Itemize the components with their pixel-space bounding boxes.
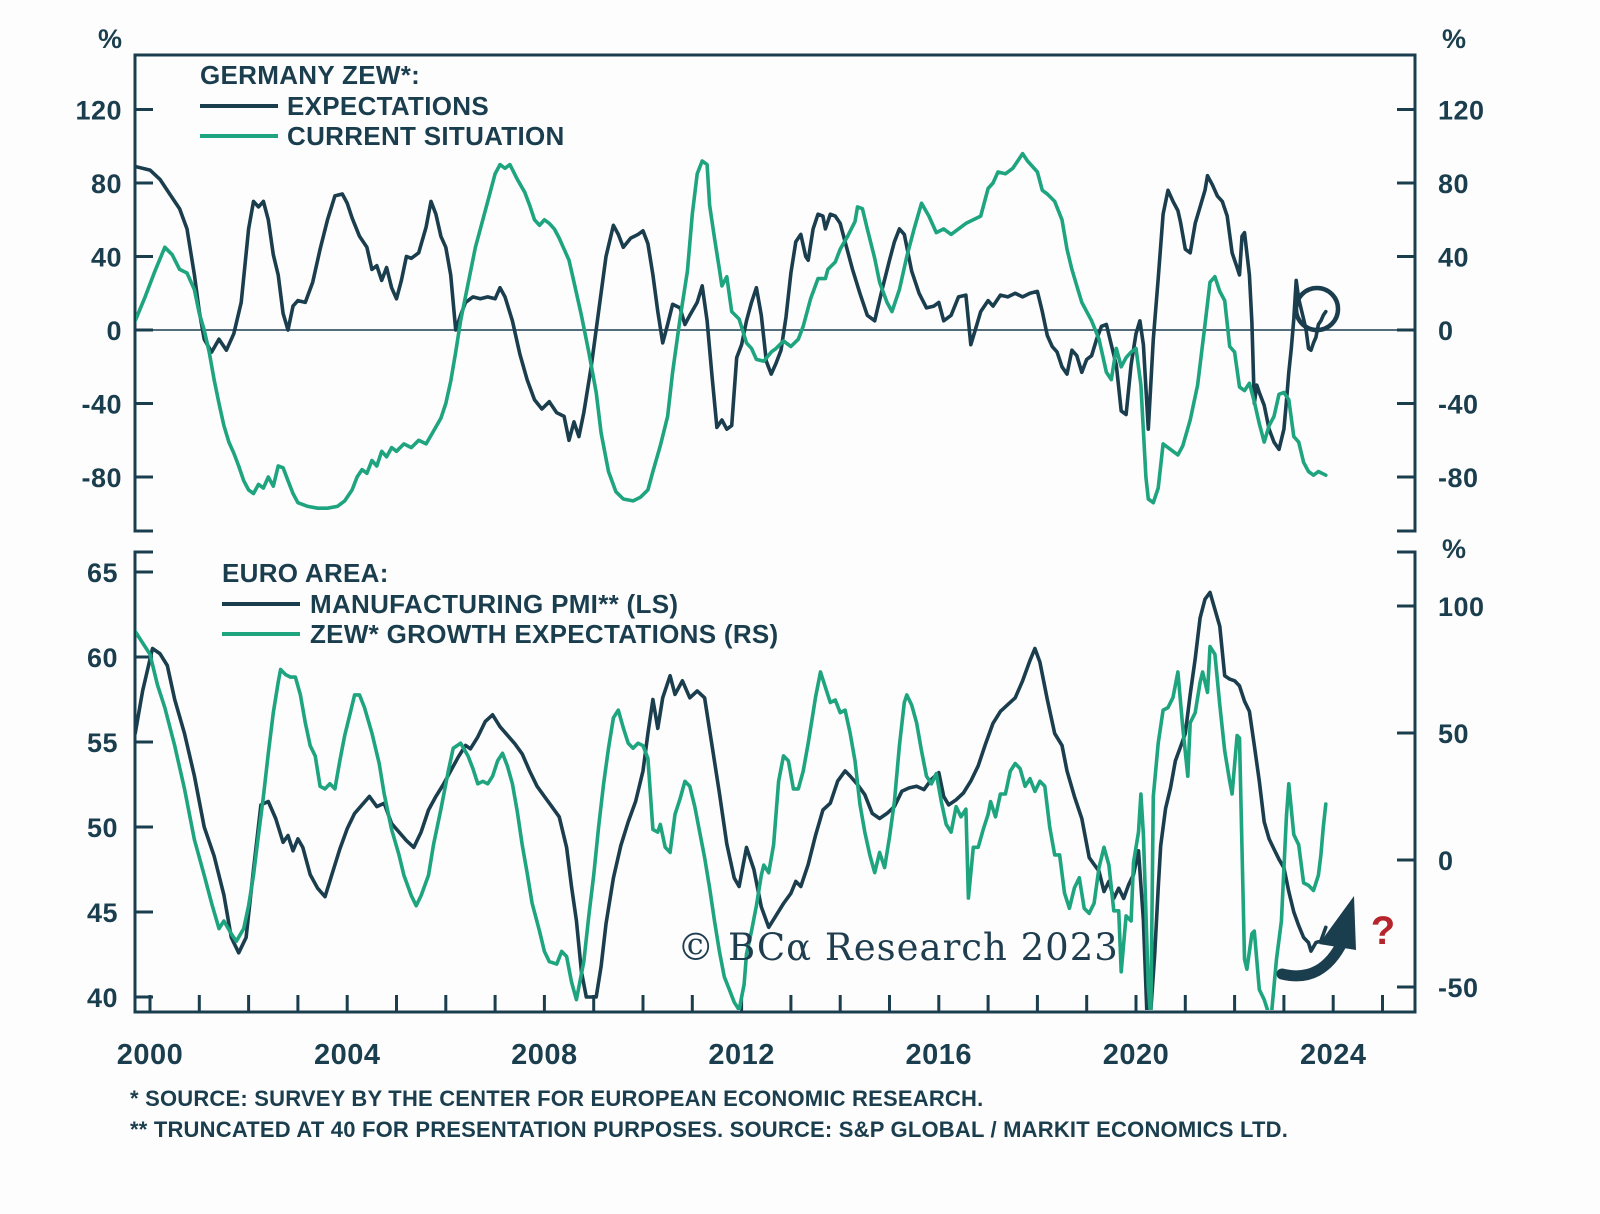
series-current-situation-line [136,151,1328,510]
bottom-panel-series [136,590,1328,1010]
series-expectations-line [136,164,1328,452]
axis-tick-label: 50 [87,813,118,843]
axis-tick-label: 40 [1438,243,1469,273]
top-legend-item-current-situation: CURRENT SITUATION [287,121,565,151]
axis-tick-label: 100 [1438,592,1485,622]
bottom-right-percent-label: % [1442,534,1466,564]
axis-tick-label: 120 [75,96,122,126]
axis-tick-label: 0 [1438,846,1454,876]
bca-research-watermark: © BCα Research 2023 [677,926,1119,969]
top-panel-series [136,151,1328,510]
axis-tick-label: -80 [1438,463,1479,493]
up-arrow-annotation [1276,896,1356,982]
top-left-percent-label: % [98,24,122,54]
axis-tick-labels: -80 -80 -40 -40 0 0 40 40 80 80 120 120 40 45 50 55 60 65… [75,96,1484,1072]
axis-tick-label: 40 [91,243,122,273]
axis-tick-label: 40 [87,983,118,1013]
top-legend-title: GERMANY ZEW*: [200,60,420,90]
bottom-panel-legend: EURO AREA: MANUFACTURING PMI** (LS) ZEW*… [222,558,779,649]
series-zew-growth-expectations-line [136,629,1328,1010]
top-panel-legend: GERMANY ZEW*: EXPECTATIONS CURRENT SITUA… [200,60,565,151]
axis-tick-label: -40 [1438,390,1479,420]
axis-tick-label: 0 [1438,316,1454,346]
axis-tick-label: 65 [87,558,118,588]
axis-tick-label: -40 [81,390,122,420]
top-panel-border [133,53,1417,533]
axis-tick-label: -80 [81,463,122,493]
x-axis-year-label: 2012 [708,1039,775,1071]
bottom-legend-item-zew-growth: ZEW* GROWTH EXPECTATIONS (RS) [310,619,779,649]
footnote-source-pmi: ** TRUNCATED AT 40 FOR PRESENTATION PURP… [130,1117,1288,1142]
axis-tick-label: 80 [91,169,122,199]
footnote-source-zew: * SOURCE: SURVEY BY THE CENTER FOR EUROP… [130,1086,983,1111]
axis-tick-label: 80 [1438,169,1469,199]
top-legend-item-expectations: EXPECTATIONS [287,91,489,121]
axis-tick-label: 60 [87,643,118,673]
bottom-panel-border [133,550,1417,1014]
x-axis-year-label: 2024 [1300,1039,1367,1071]
top-right-percent-label: % [1442,24,1466,54]
x-axis-year-label: 2020 [1103,1039,1170,1071]
x-axis-year-label: 2004 [314,1039,381,1071]
bottom-legend-title: EURO AREA: [222,558,389,588]
axis-tick-label: 55 [87,728,118,758]
panel-frames [133,53,1417,1014]
x-axis-year-label: 2000 [117,1039,184,1071]
axis-tick-label: 120 [1438,96,1485,126]
question-mark-annotation: ? [1371,909,1395,953]
axis-tick-label: -50 [1438,973,1479,1003]
series-manufacturing-pmi-line [136,590,1328,1010]
bottom-legend-item-pmi: MANUFACTURING PMI** (LS) [310,589,678,619]
axis-tick-label: 45 [87,898,118,928]
circle-annotation [1293,285,1341,333]
x-axis-year-label: 2008 [511,1039,578,1071]
axis-tick-label: 0 [106,316,122,346]
x-axis-year-label: 2016 [906,1039,973,1071]
axis-tick-label: 50 [1438,719,1469,749]
